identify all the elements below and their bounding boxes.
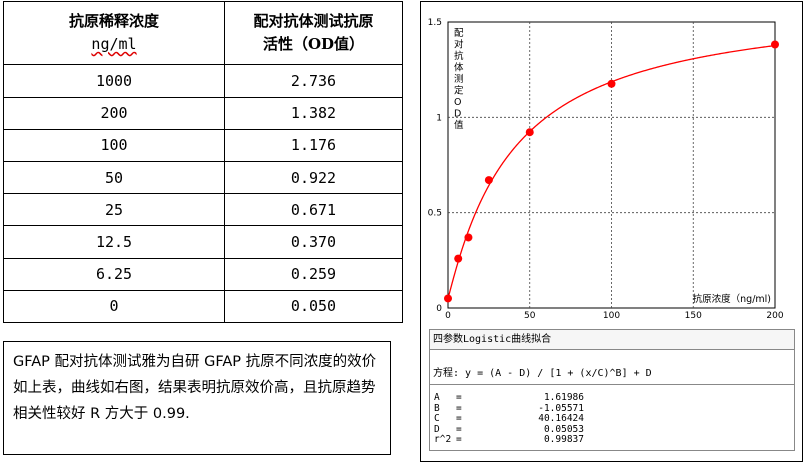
x-tick-label: 50: [524, 311, 536, 321]
chart-panel: 0 50 100 150 200 0 0.5 1 1.5 配对抗体测定 O D 值 抗原浓度（ng/m…: [420, 1, 803, 462]
cell-od: 0.922: [224, 160, 403, 195]
y-tick-label: 0: [436, 304, 442, 314]
axis-ticks: 0 50 100 150 200 0 0.5 1 1.5: [428, 18, 784, 321]
fit-equation: 方程: y = (A - D) / [1 + (x/C)^B] + D: [430, 363, 794, 385]
data-point: [484, 176, 493, 185]
param-name: D: [434, 423, 440, 435]
table-row: 50 0.922: [3, 160, 403, 195]
cell-concentration: 6.25: [3, 257, 225, 291]
param-value: 0.99837: [543, 434, 584, 445]
y-tick-label: 0.5: [428, 209, 442, 219]
table-row: 25 0.671: [3, 193, 403, 227]
fit-result-panel: 四参数Logistic曲线拟合 方程: y = (A - D) / [1 + (…: [429, 329, 795, 451]
data-point: [444, 294, 452, 303]
header-od-line1: 配对抗体测试抗原: [253, 12, 374, 31]
param-value: 40.16424: [538, 413, 584, 424]
table-row: 12.5 0.370: [3, 225, 403, 259]
cell-concentration: 1000: [3, 64, 225, 98]
cell-concentration: 50: [3, 160, 225, 195]
x-tick-label: 150: [685, 311, 702, 321]
param-name: r^2: [434, 434, 452, 445]
data-point: [464, 233, 473, 242]
y-axis-label-char: 配: [454, 28, 464, 39]
param-equals: =: [456, 402, 462, 414]
x-tick-label: 0: [445, 311, 451, 321]
conclusion-text: GFAP 配对抗体测试雅为自研 GFAP 抗原不同浓度的效价如上表，曲线如右图，…: [13, 354, 377, 422]
x-axis-label: 抗原浓度（ng/ml): [693, 293, 771, 305]
param-name: C: [434, 413, 440, 424]
param-equals: =: [456, 434, 462, 445]
y-axis-label-char: 体: [454, 62, 464, 74]
param-value: -1.05571: [538, 402, 584, 414]
cell-od: 0.050: [224, 289, 403, 324]
y-axis-label-char: 对: [454, 39, 464, 51]
cell-od: 1.176: [224, 128, 403, 162]
data-point: [525, 128, 534, 137]
y-axis-label-char: 值: [454, 119, 464, 131]
cell-od: 0.671: [224, 193, 403, 227]
conclusion-note: GFAP 配对抗体测试雅为自研 GFAP 抗原不同浓度的效价如上表，曲线如右图，…: [3, 341, 391, 455]
data-point: [454, 254, 463, 263]
table-row: 6.25 0.259: [3, 257, 403, 291]
param-row: A = 1.61986: [434, 392, 584, 404]
param-equals: =: [456, 423, 462, 435]
cell-concentration: 0: [3, 289, 225, 324]
table-row: 100 1.176: [3, 128, 403, 162]
header-od-activity: 配对抗体测试抗原 活性（OD值）: [224, 0, 403, 66]
plot-area-border: [447, 21, 776, 309]
cell-concentration: 200: [3, 96, 225, 130]
header-od-line2: 活性（OD值）: [262, 35, 365, 54]
standard-curve-chart: 0 50 100 150 200 0 0.5 1 1.5 配对抗体测定 O D 值 抗原浓度（ng/m…: [428, 18, 784, 321]
x-tick-label: 200: [766, 311, 783, 321]
x-tick-label: 100: [603, 311, 620, 321]
param-value: 0.05053: [543, 423, 584, 435]
y-axis-label-char: D: [454, 109, 461, 120]
fit-parameters-table: A = 1.61986 B = -1.05571 C = 40.16424 D = 0.0505…: [434, 392, 584, 446]
table-row: 1000 2.736: [3, 64, 403, 98]
cell-od: 0.370: [224, 225, 403, 259]
cell-concentration: 100: [3, 128, 225, 162]
data-point: [771, 40, 779, 49]
param-equals: =: [456, 413, 462, 424]
y-axis-label-char: 测: [454, 74, 464, 85]
param-row: r^2 = 0.99837: [434, 434, 584, 446]
header-concentration-label: 抗原稀释浓度: [68, 12, 159, 31]
param-name: B: [434, 402, 440, 414]
param-row: C = 40.16424: [434, 413, 584, 425]
cell-od: 1.382: [224, 96, 403, 130]
param-row: B = -1.05571: [434, 402, 584, 415]
fit-panel-title: 四参数Logistic曲线拟合: [430, 330, 794, 350]
y-tick-label: 1: [436, 113, 442, 123]
table-row: 200 1.382: [3, 96, 403, 130]
param-name: A: [434, 392, 440, 403]
y-axis-label-char: O: [454, 97, 461, 108]
param-value: 1.61986: [543, 392, 584, 403]
grid-lines: [448, 22, 775, 308]
data-points: [444, 40, 779, 303]
cell-od: 0.259: [224, 257, 403, 291]
y-axis-label-char: 抗: [454, 50, 464, 62]
cell-concentration: 25: [3, 193, 225, 227]
header-concentration: 抗原稀释浓度 ng/ml: [3, 0, 225, 66]
cell-od: 2.736: [224, 64, 403, 98]
od-data-table: 抗原稀释浓度 ng/ml 配对抗体测试抗原 活性（OD值） 1000 2.736…: [3, 0, 403, 324]
y-axis-label-char: 定: [454, 85, 464, 97]
table-row: 0 0.050: [3, 289, 403, 324]
table-header-row: 抗原稀释浓度 ng/ml 配对抗体测试抗原 活性（OD值）: [3, 0, 403, 66]
y-tick-label: 1.5: [428, 18, 442, 28]
param-equals: =: [456, 392, 462, 403]
data-point: [607, 79, 616, 88]
y-axis-label: 配对抗体测定 O D 值: [454, 28, 464, 131]
param-row: D = 0.05053: [434, 423, 584, 436]
header-concentration-unit: ng/ml: [91, 35, 137, 54]
cell-concentration: 12.5: [3, 225, 225, 259]
